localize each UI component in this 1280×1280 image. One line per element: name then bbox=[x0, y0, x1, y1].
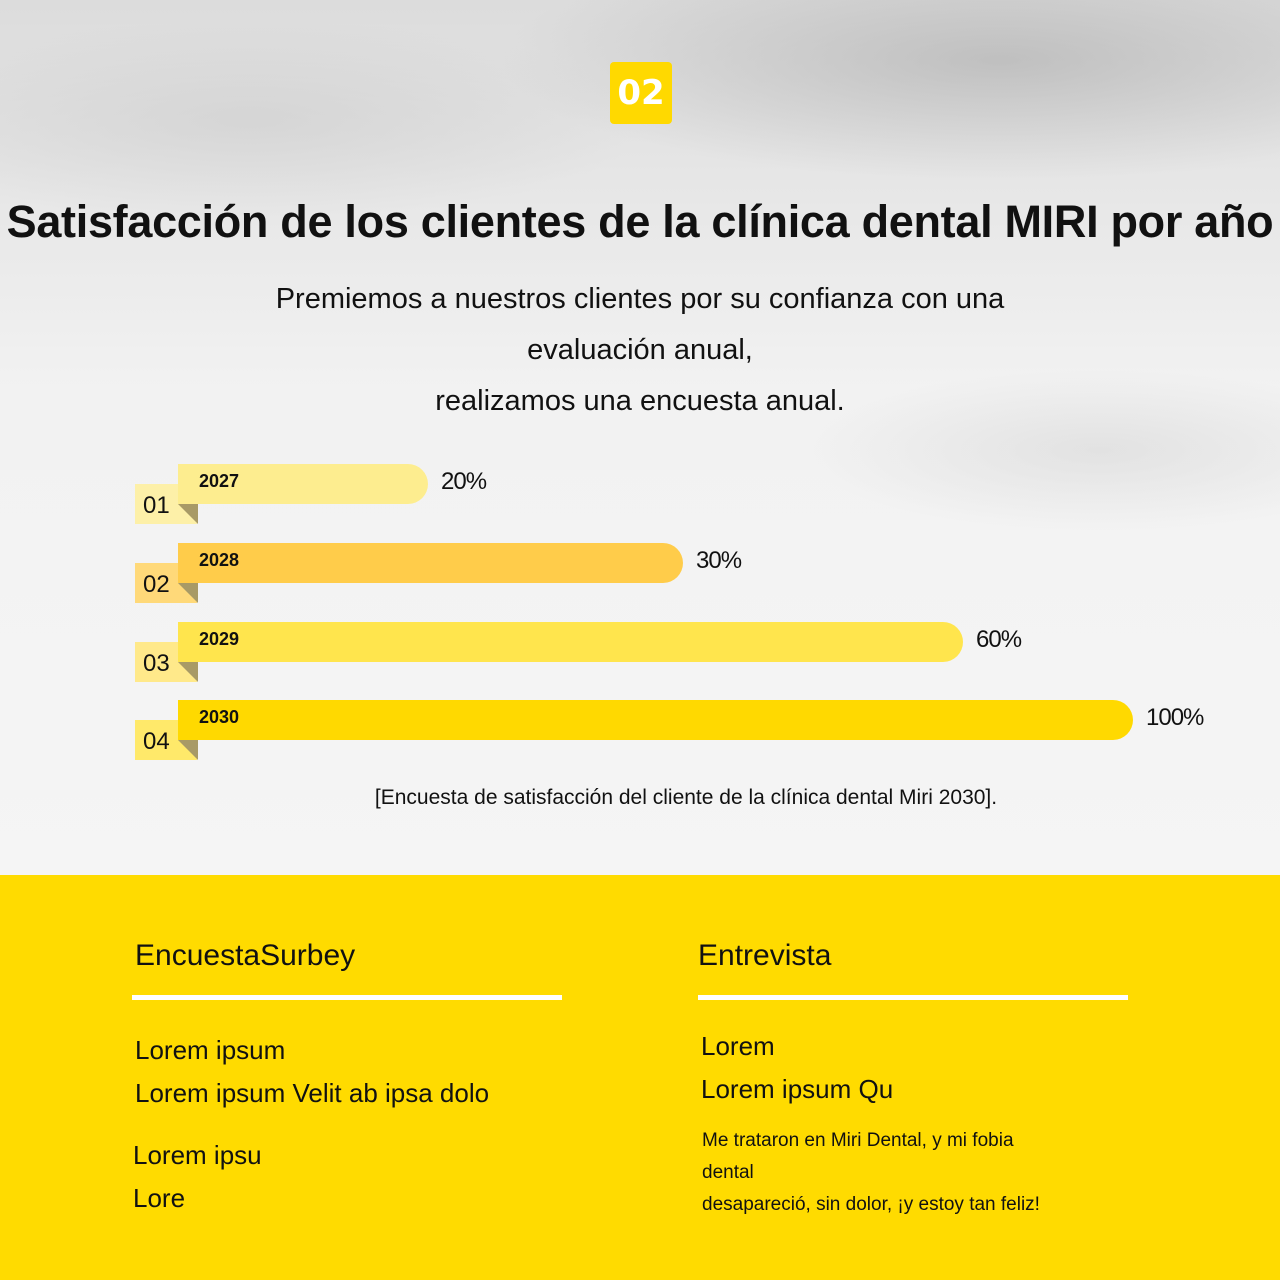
divider bbox=[698, 995, 1128, 1000]
list-item: Lorem ipsum Qu bbox=[701, 1074, 894, 1104]
subtitle-line: Premiemos a nuestros clientes por su con… bbox=[275, 283, 1005, 315]
bar: 2029 bbox=[178, 622, 963, 662]
ribbon-fold bbox=[178, 662, 198, 682]
list-item: Lorem ipsu bbox=[133, 1140, 262, 1170]
list-item: Lorem bbox=[701, 1031, 775, 1061]
bar-value-label: 30% bbox=[696, 547, 742, 574]
quote-line: dental bbox=[702, 1162, 754, 1183]
bar-category-label: 2027 bbox=[199, 471, 240, 491]
ribbon-fold bbox=[178, 583, 198, 603]
bar-value-label: 60% bbox=[976, 626, 1022, 653]
quote-line: desapareció, sin dolor, ¡y estoy tan fel… bbox=[702, 1194, 1040, 1215]
list-item: Lorem ipsum Velit ab ipsa dolo bbox=[135, 1078, 490, 1108]
divider bbox=[132, 995, 562, 1000]
section-number-badge: 02 bbox=[610, 62, 672, 124]
bar: 2027 bbox=[178, 464, 428, 504]
bar-value-label: 20% bbox=[441, 468, 487, 495]
bar-value-label: 100% bbox=[1146, 704, 1204, 731]
list-item: Lore bbox=[133, 1183, 186, 1213]
bar-category-label: 2030 bbox=[199, 707, 240, 727]
bar: 2028 bbox=[178, 543, 683, 583]
subtitle: Premiemos a nuestros clientes por su con… bbox=[240, 274, 1040, 427]
survey-heading: EncuestaSurbey bbox=[135, 939, 356, 972]
bar-category-label: 2028 bbox=[199, 550, 240, 570]
subtitle-line: evaluación anual, bbox=[527, 334, 753, 366]
ribbon-fold bbox=[178, 740, 198, 760]
list-item: Lorem ipsum bbox=[135, 1035, 286, 1065]
subtitle-line: realizamos una encuesta anual. bbox=[435, 385, 845, 417]
footer-panel: EncuestaSurbey Lorem ipsum Lorem ipsum V… bbox=[0, 875, 1280, 1280]
chart-caption: [Encuesta de satisfacción del cliente de… bbox=[374, 786, 998, 809]
page-title: Satisfacción de los clientes de la clíni… bbox=[6, 196, 1274, 247]
interview-heading: Entrevista bbox=[698, 939, 832, 972]
bar: 2030 bbox=[178, 700, 1133, 740]
testimonial-quote: Me trataron en Miri Dental, y mi fobia d… bbox=[702, 1125, 1102, 1221]
quote-line: Me trataron en Miri Dental, y mi fobia bbox=[702, 1130, 1014, 1151]
bar-category-label: 2029 bbox=[199, 629, 240, 649]
ribbon-fold bbox=[178, 504, 198, 524]
